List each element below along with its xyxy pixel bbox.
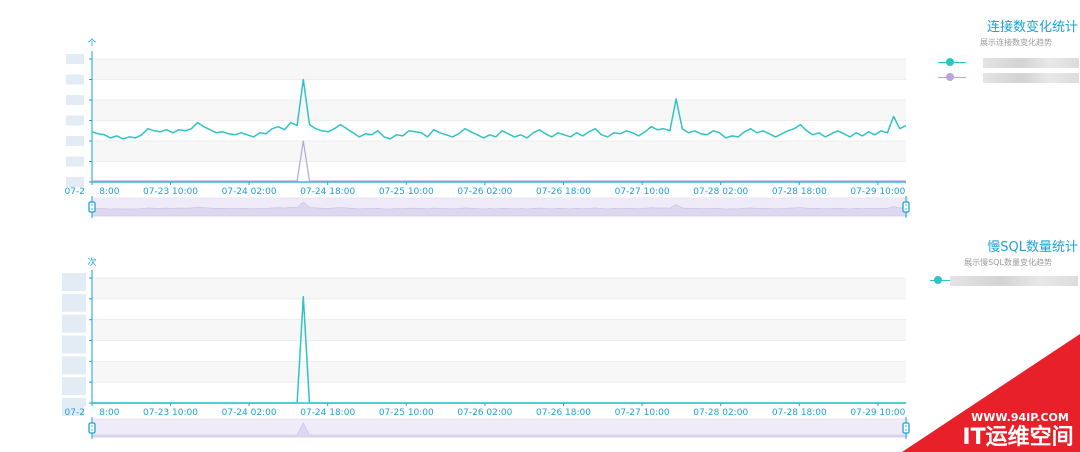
x-tick-label: 07-29 10:00 [850,187,905,197]
x-tick-label: 07-23 10:00 [143,187,198,197]
zoom-handle-grip [88,422,96,434]
redacted-y-label [66,156,84,167]
redacted-y-label [66,95,84,105]
x-tick-label: 07-27 10:00 [615,408,670,418]
redacted-y-label [66,136,84,146]
x-tick-label: 07-28 02:00 [693,187,748,197]
redacted-y-label [62,377,86,396]
grid-band [92,100,906,121]
x-tick-label: 07-26 02:00 [457,408,512,418]
legend-line-slow-sql [930,280,960,281]
zoom-handle-grip [902,422,910,434]
grid-band [92,278,906,299]
slow-sql-legend-title: 慢SQL数量统计 [987,240,1078,255]
circle-marker-icon [946,58,954,66]
redacted-y-label [62,398,86,416]
watermark-brand: IT运维空间 [962,424,1073,450]
connections-chart-panel: 个 07-22 18:00 07-23 10:00 07-24 02:00 07-24 … [65,19,1080,218]
redacted-series-name [983,73,1079,83]
x-tick-label: 07-26 02:00 [457,187,512,197]
zoom-handle-right[interactable] [902,417,910,439]
x-tick-label: 07-24 18:00 [300,408,355,418]
redacted-y-label [62,356,86,375]
grid-band [92,141,906,162]
zoom-handle-left[interactable] [88,417,96,439]
x-tick-label: 07-23 10:00 [143,408,198,418]
redacted-y-label [62,335,86,354]
watermark-banner: WWW.94IP.COM IT运维空间 [902,334,1080,452]
redacted-y-label [66,74,84,85]
connections-legend-title: 连接数变化统计 [986,20,1078,35]
series-line-1 [91,78,907,140]
x-tick-label: 07-28 02:00 [693,408,748,418]
zoom-slider-preview [91,201,907,217]
x-tick-label: 07-24 02:00 [222,408,277,418]
watermark-url: WWW.94IP.COM [971,411,1069,424]
x-tick-label: 07-24 02:00 [222,187,277,197]
x-tick-label: 07-25 10:00 [379,187,434,197]
grid-band [92,319,906,341]
redacted-y-label [62,314,86,333]
x-tick-label: 07-28 18:00 [772,187,827,197]
redacted-y-label [62,293,86,312]
slow-sql-chart-panel: 次 07-22 18:00 07-23 10:00 07-24 02:00 07-24 … [0,226,1080,452]
x-tick-label: 07-24 18:00 [300,187,355,197]
x-tick-label: 07-27 10:00 [615,187,670,197]
zoom-handle-left[interactable] [88,196,96,218]
x-tick-label: 07-29 10:00 [850,408,905,418]
y-axis-unit: 个 [87,38,96,49]
slow-sql-chart: 次07-22 18:00 07-23 10:00 07-24 02:00 07-24 … [62,256,910,439]
series-line-1 [92,296,906,404]
series-line-2 [92,140,906,182]
x-tick-label: 07-26 18:00 [536,187,591,197]
grid-band [92,361,906,383]
redacted-y-label [62,273,86,291]
connections-chart: 个07-22 18:00 07-23 10:00 07-24 02:00 07-24 … [65,38,910,218]
legend-item-slow-sql[interactable] [880,273,1080,288]
grid-band [92,59,906,80]
zoom-slider-track [91,418,909,438]
legend-item-series-1[interactable] [880,55,1080,70]
zoom-slider-preview [91,422,907,438]
circle-marker-icon [946,73,954,81]
redacted-y-label [66,177,84,187]
circle-marker-icon [934,276,942,284]
redacted-y-label [66,54,84,64]
y-axis-unit: 次 [87,256,96,268]
watermark-red-triangle [902,334,1080,452]
x-tick-label: 07-26 18:00 [536,408,591,418]
x-label-mask [84,185,98,197]
x-tick-label: 07-28 18:00 [772,408,827,418]
zoom-handle-right[interactable] [902,196,910,218]
x-tick-label: 07-25 10:00 [379,408,434,418]
connections-legend-subtitle: 展示连接数变化趋势 [980,38,1052,47]
redacted-series-name [950,276,1078,286]
zoom-handle-grip [88,201,96,213]
slow-sql-legend-subtitle: 展示慢SQL数量变化趋势 [964,258,1052,267]
legend-item-series-2[interactable] [880,70,1080,85]
redacted-series-name [983,58,1079,68]
x-label-mask [84,406,98,418]
connections-legend: 连接数变化统计 展示连接数变化趋势 [880,19,1080,85]
slow-sql-legend: 慢SQL数量统计 展示慢SQL数量变化趋势 [880,239,1080,288]
zoom-handle-grip [902,201,910,213]
redacted-y-label [66,115,84,126]
